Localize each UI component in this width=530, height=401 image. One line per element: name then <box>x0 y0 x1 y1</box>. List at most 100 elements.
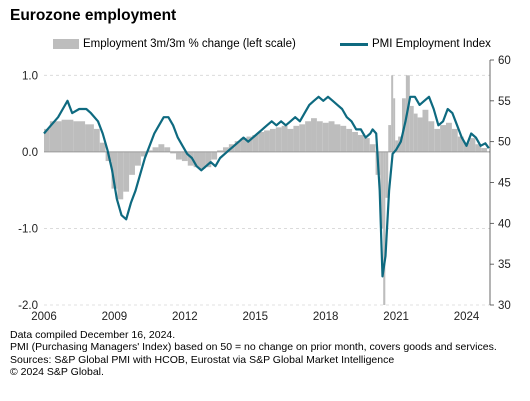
employment-bar <box>134 151 141 166</box>
legend: Employment 3m/3m % change (left scale) P… <box>0 38 530 54</box>
right-axis-tick-label: 40 <box>498 218 511 230</box>
legend-item-employment: Employment 3m/3m % change (left scale) <box>53 38 296 50</box>
employment-bar <box>258 131 265 152</box>
employment-bar <box>422 109 429 152</box>
employment-bar <box>123 151 130 192</box>
employment-bar <box>357 135 364 152</box>
employment-bar <box>129 151 135 175</box>
gridlines <box>44 74 490 306</box>
employment-bar <box>293 125 300 152</box>
employment-bar <box>49 121 62 152</box>
employment-bar <box>346 128 353 152</box>
employment-bar <box>61 119 74 152</box>
employment-bar <box>305 121 312 152</box>
employment-bar <box>234 141 241 152</box>
x-axis-tick-label: 2024 <box>454 311 480 323</box>
employment-bar <box>413 113 418 152</box>
employment-bar <box>463 142 470 152</box>
employment-bar <box>299 124 306 152</box>
employment-bar <box>193 151 200 168</box>
legend-label-pmi: PMI Employment Index <box>372 38 491 50</box>
employment-bar <box>152 147 159 152</box>
employment-bar <box>146 150 153 152</box>
employment-bar <box>334 124 341 152</box>
x-axis-tick-label: 2018 <box>313 311 339 323</box>
employment-bar <box>93 128 100 152</box>
employment-bar <box>363 138 370 152</box>
right-axis-tick-label: 55 <box>498 96 511 108</box>
right-axis-ticks: 60 55 50 45 40 35 30 <box>490 55 511 312</box>
employment-bar <box>393 98 396 152</box>
employment-bar <box>252 135 259 152</box>
employment-bar <box>217 150 223 152</box>
x-axis-tick-label: 2015 <box>242 311 268 323</box>
notes: Data compiled December 16, 2024. PMI (Pu… <box>10 329 497 378</box>
chart-title: Eurozone employment <box>10 7 177 24</box>
employment-bar <box>352 131 358 152</box>
employment-bar <box>369 144 376 152</box>
employment-bar <box>240 138 247 152</box>
employment-bar <box>457 136 464 152</box>
legend-line-swatch <box>340 42 368 46</box>
employment-bar <box>99 142 106 152</box>
pmi-employment-line <box>43 95 490 278</box>
employment-bar <box>269 128 276 152</box>
employment-bar <box>451 128 458 152</box>
employment-bars <box>44 75 488 305</box>
pmi-line <box>43 95 490 278</box>
employment-bar <box>211 151 218 160</box>
employment-bar <box>445 122 452 152</box>
right-axis-tick-label: 30 <box>498 300 511 312</box>
employment-bar <box>428 121 435 152</box>
left-axis-tick-label: -2.0 <box>18 300 38 312</box>
employment-bar <box>246 136 253 152</box>
employment-bar <box>275 127 282 152</box>
employment-bar <box>164 147 171 152</box>
employment-bar <box>140 151 147 157</box>
x-axis-tick-label: 2009 <box>102 311 128 323</box>
employment-bar <box>388 125 392 152</box>
employment-bar <box>170 151 177 154</box>
employment-bar <box>181 151 188 162</box>
legend-item-pmi: PMI Employment Index <box>340 38 491 50</box>
employment-bar <box>158 144 165 152</box>
employment-bar <box>264 130 270 152</box>
note-sources: Sources: S&P Global PMI with HCOB, Euros… <box>10 353 395 366</box>
x-axis-tick-label: 2012 <box>172 311 198 323</box>
employment-bar <box>322 122 329 152</box>
employment-bar <box>328 121 335 152</box>
employment-bar <box>111 151 118 189</box>
x-axis-ticks: 2006 2009 2012 2015 2018 2021 2024 <box>31 311 480 323</box>
left-axis-tick-label: 0.0 <box>22 147 38 159</box>
note-compiled: Data compiled December 16, 2024. <box>10 329 176 341</box>
employment-bar <box>199 151 206 169</box>
employment-bar <box>287 128 294 152</box>
employment-bar <box>117 151 124 200</box>
employment-bar <box>187 151 194 166</box>
legend-label-employment: Employment 3m/3m % change (left scale) <box>83 38 296 50</box>
employment-bar <box>281 125 288 152</box>
employment-bar <box>340 125 347 152</box>
employment-bar <box>440 125 446 152</box>
left-axis-tick-label: 1.0 <box>22 70 38 82</box>
right-axis-tick-label: 60 <box>498 55 511 67</box>
legend-bar-swatch <box>53 39 79 49</box>
x-axis-tick-label: 2021 <box>383 311 409 323</box>
right-axis-tick-label: 45 <box>498 178 511 190</box>
right-axis-tick-label: 50 <box>498 137 511 149</box>
employment-bar <box>475 144 482 152</box>
employment-bar <box>409 105 414 152</box>
employment-bar <box>222 147 229 152</box>
employment-bar <box>316 121 323 152</box>
employment-bar <box>385 151 389 198</box>
employment-bar <box>391 75 394 152</box>
employment-bar <box>383 151 386 305</box>
employment-bar <box>85 124 94 152</box>
x-axis-tick-label: 2006 <box>31 311 57 323</box>
employment-bar <box>73 121 86 152</box>
employment-bar <box>481 148 488 152</box>
employment-bar <box>176 151 182 160</box>
left-axis-tick-label: -1.0 <box>18 223 38 235</box>
note-pmi-definition: PMI (Purchasing Managers' Index) based o… <box>10 341 497 354</box>
employment-bar <box>469 138 476 152</box>
